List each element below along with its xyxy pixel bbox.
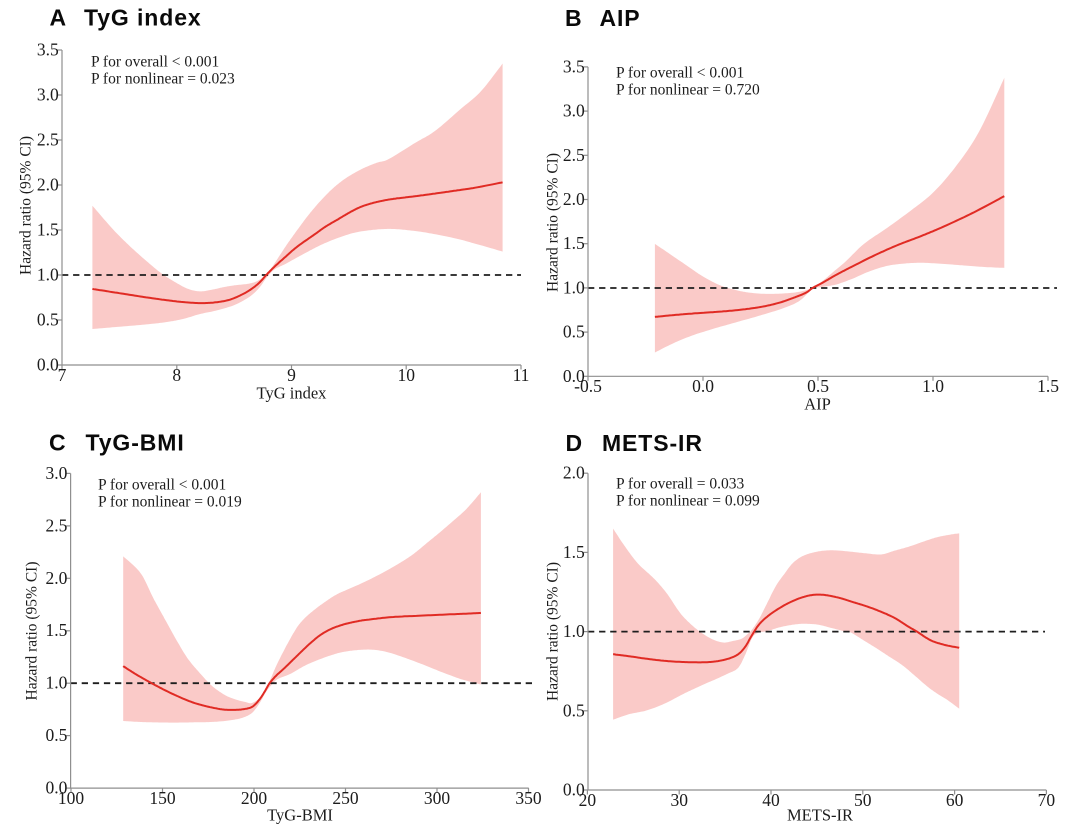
svg-text:3.0: 3.0 — [37, 85, 59, 105]
svg-text:2.0: 2.0 — [563, 189, 585, 209]
svg-text:0.5: 0.5 — [563, 700, 585, 720]
svg-text:P for overall < 0.001: P for overall < 0.001 — [616, 64, 744, 81]
svg-text:P for nonlinear = 0.023: P for nonlinear = 0.023 — [91, 71, 235, 88]
svg-text:Hazard ratio (95% CI): Hazard ratio (95% CI) — [18, 136, 35, 275]
svg-text:0.5: 0.5 — [37, 310, 59, 330]
svg-text:P for overall < 0.001: P for overall < 0.001 — [98, 476, 226, 493]
svg-text:3.5: 3.5 — [563, 56, 585, 76]
svg-text:-0.5: -0.5 — [574, 376, 602, 396]
svg-text:2.0: 2.0 — [37, 175, 59, 195]
svg-text:2.5: 2.5 — [46, 515, 68, 535]
svg-text:150: 150 — [149, 788, 176, 808]
svg-text:TyG index: TyG index — [84, 4, 202, 30]
svg-text:1.5: 1.5 — [563, 542, 585, 562]
svg-text:1.5: 1.5 — [37, 220, 59, 240]
svg-text:2.5: 2.5 — [37, 130, 59, 150]
svg-text:0.0: 0.0 — [692, 376, 714, 396]
svg-text:A: A — [50, 4, 68, 30]
svg-text:9: 9 — [287, 365, 296, 385]
svg-text:1.0: 1.0 — [46, 673, 68, 693]
svg-text:TyG-BMI: TyG-BMI — [86, 430, 185, 456]
svg-text:2.0: 2.0 — [46, 568, 68, 588]
svg-text:0.0: 0.0 — [46, 778, 68, 798]
svg-text:Hazard ratio (95% CI): Hazard ratio (95% CI) — [545, 562, 562, 701]
svg-text:P for overall < 0.001: P for overall < 0.001 — [91, 53, 219, 70]
svg-text:3.0: 3.0 — [563, 101, 585, 121]
svg-text:10: 10 — [397, 365, 415, 385]
svg-text:11: 11 — [513, 365, 530, 385]
svg-text:0.5: 0.5 — [46, 725, 68, 745]
svg-text:1.0: 1.0 — [37, 265, 59, 285]
svg-text:2.0: 2.0 — [563, 463, 585, 483]
svg-text:1.5: 1.5 — [563, 233, 585, 253]
svg-text:100: 100 — [58, 788, 85, 808]
svg-text:2.5: 2.5 — [563, 145, 585, 165]
svg-text:20: 20 — [579, 790, 597, 810]
svg-text:3.5: 3.5 — [37, 40, 59, 60]
svg-text:1.5: 1.5 — [1037, 376, 1059, 396]
svg-text:C: C — [49, 430, 67, 456]
svg-text:Hazard ratio (95% CI): Hazard ratio (95% CI) — [24, 561, 41, 700]
svg-text:P for overall = 0.033: P for overall = 0.033 — [616, 476, 745, 493]
svg-text:P for nonlinear = 0.720: P for nonlinear = 0.720 — [616, 82, 760, 99]
svg-text:P for nonlinear = 0.019: P for nonlinear = 0.019 — [98, 494, 242, 511]
svg-text:200: 200 — [241, 788, 268, 808]
svg-text:1.0: 1.0 — [563, 621, 585, 641]
svg-text:Hazard ratio (95% CI): Hazard ratio (95% CI) — [545, 153, 562, 292]
svg-text:1.0: 1.0 — [922, 376, 944, 396]
svg-text:0.5: 0.5 — [563, 322, 585, 342]
svg-text:AIP: AIP — [600, 5, 641, 31]
svg-text:METS-IR: METS-IR — [787, 806, 853, 825]
svg-text:0.0: 0.0 — [563, 780, 585, 800]
svg-text:40: 40 — [762, 790, 780, 810]
svg-text:P for nonlinear = 0.099: P for nonlinear = 0.099 — [616, 493, 760, 510]
svg-text:3.0: 3.0 — [46, 463, 68, 483]
svg-text:0.5: 0.5 — [807, 376, 829, 396]
svg-text:30: 30 — [670, 790, 688, 810]
svg-text:METS-IR: METS-IR — [602, 430, 703, 456]
svg-text:8: 8 — [172, 365, 181, 385]
svg-text:50: 50 — [854, 790, 872, 810]
svg-text:300: 300 — [424, 788, 451, 808]
svg-text:350: 350 — [515, 788, 542, 808]
svg-text:0.0: 0.0 — [37, 355, 59, 375]
svg-text:B: B — [565, 5, 583, 31]
svg-text:70: 70 — [1038, 790, 1056, 810]
svg-text:250: 250 — [332, 788, 359, 808]
svg-text:TyG-BMI: TyG-BMI — [267, 805, 333, 824]
svg-text:D: D — [566, 430, 584, 456]
svg-text:7: 7 — [58, 365, 67, 385]
svg-text:AIP: AIP — [804, 395, 831, 414]
svg-text:TyG index: TyG index — [257, 384, 328, 403]
svg-text:60: 60 — [946, 790, 964, 810]
svg-text:1.0: 1.0 — [563, 277, 585, 297]
svg-text:0.0: 0.0 — [563, 366, 585, 386]
svg-text:1.5: 1.5 — [46, 620, 68, 640]
